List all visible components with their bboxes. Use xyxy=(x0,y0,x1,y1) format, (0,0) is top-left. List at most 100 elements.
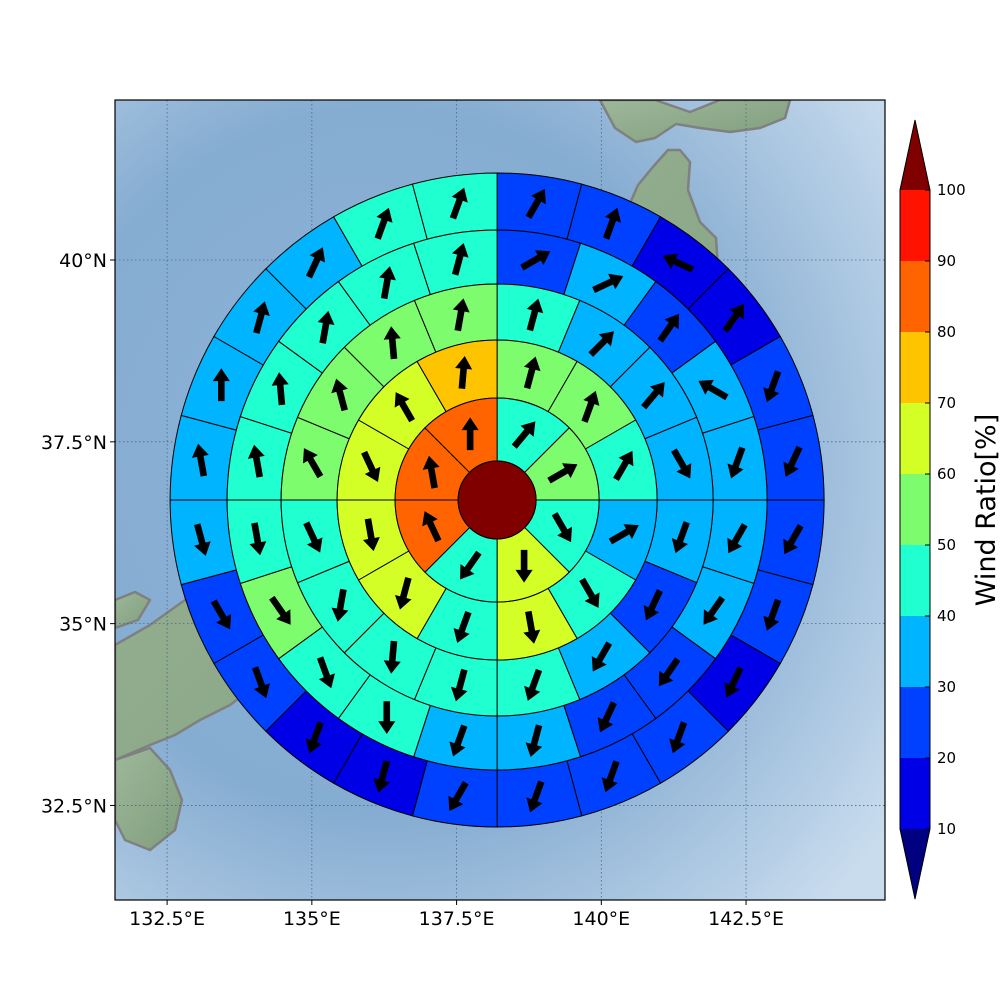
wind-arrow xyxy=(608,524,639,545)
colorbar-tick-label: 100 xyxy=(937,181,966,199)
polar-sector xyxy=(496,172,583,240)
wind-arrow xyxy=(247,444,265,478)
wind-arrow xyxy=(526,780,545,813)
colorbar-tick-label: 70 xyxy=(937,394,956,412)
wind-arrow xyxy=(727,446,746,479)
wind-arrow xyxy=(210,599,232,630)
wind-arrow xyxy=(212,368,230,402)
wind-arrow xyxy=(763,370,782,403)
wind-arrow xyxy=(523,610,541,644)
wind-arrow xyxy=(603,207,621,240)
wind-arrow xyxy=(658,657,681,687)
wind-arrow xyxy=(581,390,600,423)
korea-coast xyxy=(115,590,152,630)
wind-arrow xyxy=(783,524,804,555)
wind-arrow xyxy=(253,301,270,334)
wind-arrow xyxy=(331,378,348,412)
colorbar-bin xyxy=(900,616,930,687)
wind-arrow xyxy=(378,701,396,735)
wind-arrow xyxy=(643,589,663,621)
wind-arrow xyxy=(194,523,211,556)
wind-arrow xyxy=(383,640,401,674)
wind-arrow xyxy=(374,207,393,240)
colorbar-under-extension xyxy=(900,829,930,899)
wind-arrow xyxy=(269,595,291,625)
map-frame xyxy=(114,99,886,901)
wind-arrow xyxy=(591,641,613,672)
wind-arrow xyxy=(547,463,578,484)
colorbar-tick-label: 80 xyxy=(937,323,956,341)
x-tick-label: 140°E xyxy=(572,908,630,930)
wind-arrow xyxy=(657,313,679,343)
wind-arrows xyxy=(191,187,804,813)
wind-arrow xyxy=(601,760,620,793)
wind-arrow xyxy=(671,521,690,554)
wind-arrow xyxy=(698,379,729,401)
wind-arrow xyxy=(597,701,617,733)
wind-arrow xyxy=(520,250,551,271)
colorbar-bin xyxy=(900,190,930,261)
kyushu-land xyxy=(115,746,184,852)
wind-arrow xyxy=(551,512,573,543)
wind-arrow xyxy=(724,666,744,698)
colorbar-bin xyxy=(900,474,930,545)
colorbar-tick-label: 60 xyxy=(937,465,956,483)
wind-arrow xyxy=(579,577,600,608)
wind-arrow xyxy=(422,455,440,489)
y-axis: 40°N 37.5°N 35°N 32.5°N xyxy=(41,250,115,817)
colorbar-tick-label: 90 xyxy=(937,252,956,270)
colorbar-bin xyxy=(900,332,930,403)
x-tick-label: 142.5°E xyxy=(708,908,784,930)
wind-arrow xyxy=(662,253,695,273)
wind-arrow xyxy=(670,448,692,479)
wind-arrow xyxy=(722,303,744,333)
colorbar-tick-label: 50 xyxy=(937,536,956,554)
wind-arrow xyxy=(379,266,397,300)
colorbar-tick-label: 20 xyxy=(937,749,956,767)
colorbar-bin xyxy=(900,758,930,829)
wind-arrow xyxy=(448,781,469,812)
wind-arrow xyxy=(525,724,543,757)
polar-sector xyxy=(411,760,498,828)
colorbar: 10 20 30 40 50 60 70 80 90 100 xyxy=(899,119,966,900)
wind-arrow xyxy=(452,298,470,332)
wind-arrow xyxy=(271,372,289,406)
wind-arrow xyxy=(461,417,479,451)
wind-arrow xyxy=(703,595,726,625)
wind-arrow xyxy=(525,188,546,219)
wind-arrow xyxy=(524,668,543,701)
wind-arrow xyxy=(317,310,335,344)
wind-arrow xyxy=(455,355,473,389)
wind-arrow xyxy=(302,448,324,479)
wind-arrow xyxy=(515,549,533,583)
wind-arrow xyxy=(511,421,536,449)
wind-arrow xyxy=(394,576,412,610)
y-tick-label: 32.5°N xyxy=(41,795,107,817)
wind-arrow xyxy=(588,331,614,357)
colorbar-bin xyxy=(900,403,930,474)
wind-arrow xyxy=(251,666,270,699)
wind-arrow xyxy=(331,588,349,622)
wind-arrow xyxy=(383,326,401,360)
colorbar-bin xyxy=(900,261,930,332)
wind-arrow xyxy=(460,550,482,580)
wind-arrow xyxy=(361,450,381,482)
y-tick-label: 37.5°N xyxy=(41,432,107,454)
colorbar-bin xyxy=(900,545,930,616)
wind-arrow xyxy=(763,598,782,631)
wind-arrow xyxy=(592,273,624,293)
wind-arrow xyxy=(316,656,335,689)
wind-arrow xyxy=(641,382,665,410)
colorbar-tick-label: 40 xyxy=(937,607,956,625)
wind-arrow xyxy=(249,522,267,556)
y-tick-label: 35°N xyxy=(59,614,107,636)
x-axis: 132.5°E 135°E 137.5°E 140°E 142.5°E xyxy=(129,900,784,930)
wind-arrow xyxy=(523,356,541,390)
x-tick-label: 137.5°E xyxy=(419,908,495,930)
wind-arrow xyxy=(362,518,380,552)
wind-arrow xyxy=(783,445,803,477)
wind-arrow xyxy=(669,721,688,754)
wind-arrow xyxy=(449,724,468,757)
colorbar-tick-label: 10 xyxy=(937,820,956,838)
